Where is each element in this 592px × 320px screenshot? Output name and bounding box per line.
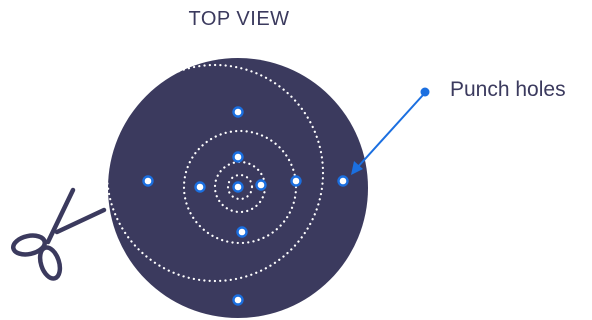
punch-hole [290, 175, 302, 187]
punch-holes [142, 106, 349, 306]
middle-cut-line [182, 129, 298, 245]
callout-arrowhead [351, 161, 363, 175]
center-cut-line [226, 173, 254, 201]
punch-hole [232, 294, 244, 306]
punch-hole [232, 151, 244, 163]
punch-hole [236, 226, 248, 238]
punch-hole [194, 181, 206, 193]
callout-pointer [351, 87, 430, 175]
callout-dot [420, 87, 430, 97]
punch-hole [142, 175, 154, 187]
punch-hole [337, 175, 349, 187]
outer-cut-line [105, 63, 325, 283]
callout-arrow-line [355, 94, 424, 170]
punch-hole [232, 181, 244, 193]
scissors-icon [10, 187, 107, 281]
punch-holes-label: Punch holes [450, 78, 566, 101]
diagram-title: TOP VIEW [188, 8, 290, 30]
punch-hole [255, 179, 267, 191]
punch-hole [232, 106, 244, 118]
